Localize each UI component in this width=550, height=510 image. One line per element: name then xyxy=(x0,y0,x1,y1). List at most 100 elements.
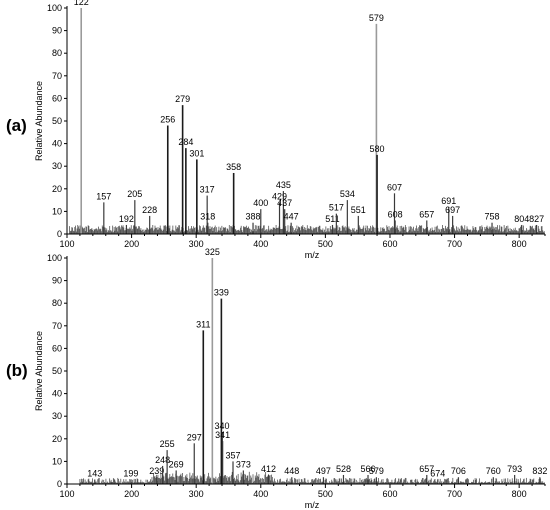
x-tick-label: 700 xyxy=(447,489,462,499)
peak-label-341: 341 xyxy=(215,430,230,440)
peak-label-551: 551 xyxy=(351,205,366,215)
x-tick-label: 800 xyxy=(512,489,527,499)
peak-label-269: 269 xyxy=(169,459,184,469)
peak-label-357: 357 xyxy=(225,450,240,460)
y-tick-label: 0 xyxy=(57,479,62,489)
y-tick-label: 40 xyxy=(52,389,62,399)
peak-label-579: 579 xyxy=(369,466,384,476)
peak-label-301: 301 xyxy=(189,148,204,158)
peak-label-256: 256 xyxy=(160,115,175,125)
peak-label-412: 412 xyxy=(261,464,276,474)
y-axis-label: Relative Abundance xyxy=(34,81,44,161)
peak-label-192: 192 xyxy=(119,214,134,224)
peak-label-832: 832 xyxy=(532,466,547,476)
x-tick-label: 400 xyxy=(253,489,268,499)
peak-label-607: 607 xyxy=(387,182,402,192)
peak-label-517: 517 xyxy=(329,203,344,213)
x-tick-label: 500 xyxy=(318,489,333,499)
peak-label-373: 373 xyxy=(236,459,251,469)
peak-label-255: 255 xyxy=(160,439,175,449)
x-axis-label: m/z xyxy=(305,500,320,510)
peak-label-284: 284 xyxy=(178,137,193,147)
x-tick-label: 200 xyxy=(124,489,139,499)
x-tick-label: 800 xyxy=(512,239,527,249)
peak-label-657: 657 xyxy=(419,464,434,474)
peak-label-339: 339 xyxy=(214,288,229,298)
y-tick-label: 70 xyxy=(52,71,62,81)
peak-label-388: 388 xyxy=(246,212,261,222)
peak-label-579: 579 xyxy=(369,13,384,23)
peak-label-804: 804 xyxy=(514,214,529,224)
peak-label-437: 437 xyxy=(277,198,292,208)
peak-label-706: 706 xyxy=(451,466,466,476)
peak-label-793: 793 xyxy=(507,464,522,474)
peak-label-760: 760 xyxy=(486,466,501,476)
panel-label: (b) xyxy=(6,361,28,380)
y-tick-label: 60 xyxy=(52,343,62,353)
x-tick-label: 100 xyxy=(59,489,74,499)
peak-label-435: 435 xyxy=(276,180,291,190)
y-tick-label: 100 xyxy=(47,253,62,263)
peak-label-143: 143 xyxy=(87,468,102,478)
peak-label-400: 400 xyxy=(253,198,268,208)
x-tick-label: 600 xyxy=(382,239,397,249)
peak-label-157: 157 xyxy=(96,191,111,201)
peak-label-358: 358 xyxy=(226,162,241,172)
peak-label-511: 511 xyxy=(325,214,339,224)
peak-label-297: 297 xyxy=(187,432,202,442)
y-tick-label: 20 xyxy=(52,184,62,194)
y-tick-label: 80 xyxy=(52,298,62,308)
peak-label-674: 674 xyxy=(430,468,445,478)
peak-label-248: 248 xyxy=(155,455,170,465)
peak-label-534: 534 xyxy=(340,189,355,199)
peak-label-205: 205 xyxy=(127,189,142,199)
x-tick-label: 700 xyxy=(447,239,462,249)
y-tick-label: 100 xyxy=(47,3,62,13)
y-tick-label: 50 xyxy=(52,366,62,376)
y-tick-label: 70 xyxy=(52,321,62,331)
peak-label-528: 528 xyxy=(336,464,351,474)
y-tick-label: 30 xyxy=(52,411,62,421)
y-tick-label: 0 xyxy=(57,229,62,239)
x-tick-label: 300 xyxy=(189,239,204,249)
peak-label-429: 429 xyxy=(272,191,287,201)
x-tick-label: 300 xyxy=(189,489,204,499)
peak-label-691: 691 xyxy=(441,196,456,206)
peak-label-122: 122 xyxy=(74,0,89,7)
peak-label-199: 199 xyxy=(123,468,138,478)
peak-label-608: 608 xyxy=(388,209,403,219)
x-tick-label: 500 xyxy=(318,239,333,249)
baseline-noise xyxy=(69,224,545,234)
peak-label-448: 448 xyxy=(284,466,299,476)
x-tick-label: 100 xyxy=(59,239,74,249)
x-tick-label: 600 xyxy=(382,489,397,499)
peak-label-657: 657 xyxy=(419,209,434,219)
peak-label-697: 697 xyxy=(445,205,460,215)
y-tick-label: 20 xyxy=(52,434,62,444)
y-tick-label: 10 xyxy=(52,456,62,466)
peak-label-311: 311 xyxy=(196,319,210,329)
peak-label-758: 758 xyxy=(485,212,500,222)
peak-label-228: 228 xyxy=(142,205,157,215)
y-tick-label: 90 xyxy=(52,26,62,36)
y-tick-label: 50 xyxy=(52,116,62,126)
y-tick-label: 40 xyxy=(52,139,62,149)
y-tick-label: 60 xyxy=(52,93,62,103)
y-tick-label: 30 xyxy=(52,161,62,171)
peak-label-827: 827 xyxy=(529,214,544,224)
peak-label-447: 447 xyxy=(284,212,299,222)
peak-label-239: 239 xyxy=(149,466,164,476)
x-tick-label: 400 xyxy=(253,239,268,249)
peak-label-497: 497 xyxy=(316,466,331,476)
x-axis-label: m/z xyxy=(305,250,320,260)
peak-label-279: 279 xyxy=(175,94,190,104)
y-tick-label: 90 xyxy=(52,276,62,286)
x-tick-label: 200 xyxy=(124,239,139,249)
y-tick-label: 80 xyxy=(52,48,62,58)
peak-label-325: 325 xyxy=(205,247,220,257)
peak-label-580: 580 xyxy=(370,144,385,154)
